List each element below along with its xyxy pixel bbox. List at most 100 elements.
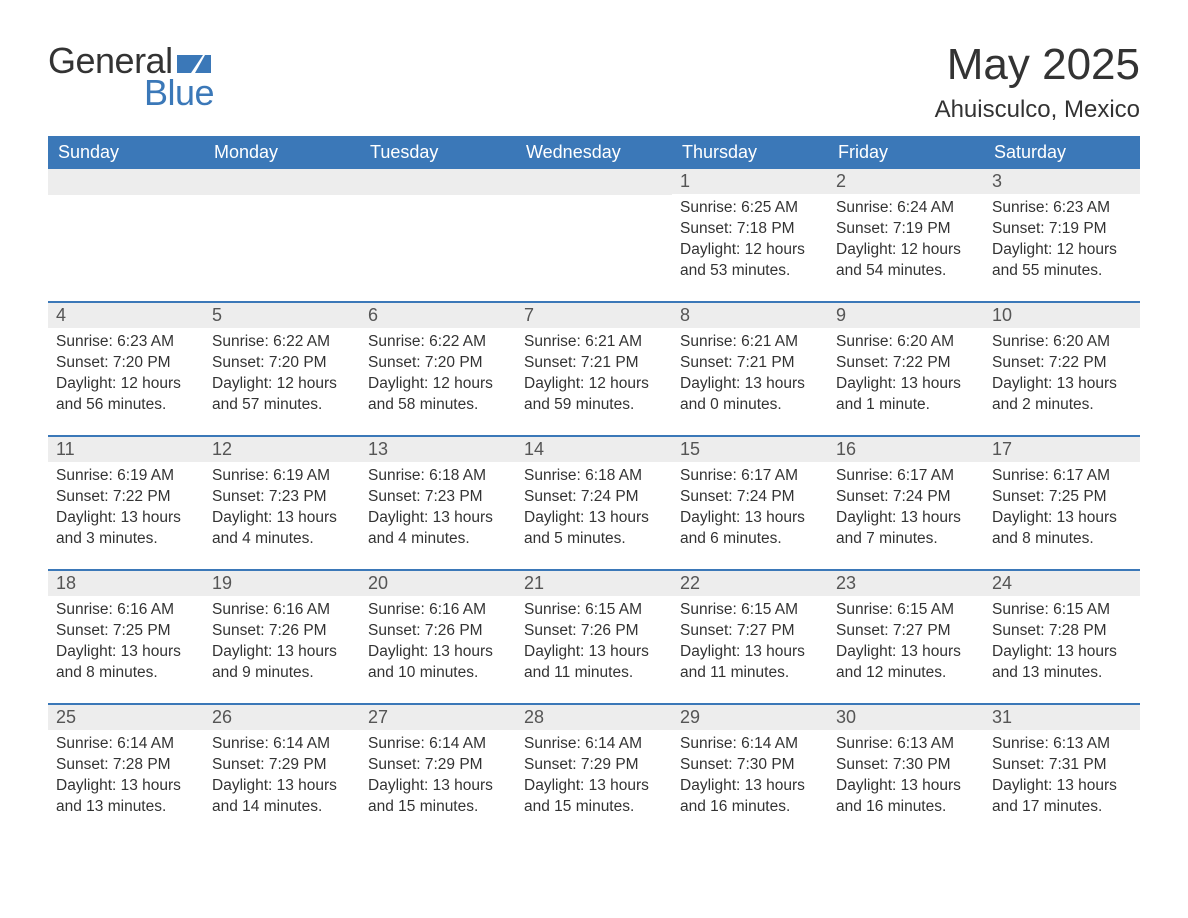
sunset-text: Sunset: 7:27 PM: [680, 621, 820, 642]
day-number: 31: [984, 705, 1140, 730]
sunset-text: Sunset: 7:23 PM: [368, 487, 508, 508]
daylight-text: Daylight: 13 hours and 14 minutes.: [212, 776, 352, 818]
sunrise-text: Sunrise: 6:14 AM: [680, 734, 820, 755]
day-cell: 25Sunrise: 6:14 AMSunset: 7:28 PMDayligh…: [48, 705, 204, 823]
daylight-text: Daylight: 12 hours and 57 minutes.: [212, 374, 352, 416]
day-body: Sunrise: 6:14 AMSunset: 7:30 PMDaylight:…: [672, 730, 828, 818]
day-body: Sunrise: 6:22 AMSunset: 7:20 PMDaylight:…: [204, 328, 360, 416]
day-number: 7: [516, 303, 672, 328]
day-number: 19: [204, 571, 360, 596]
day-cell: 2Sunrise: 6:24 AMSunset: 7:19 PMDaylight…: [828, 169, 984, 287]
day-number: 9: [828, 303, 984, 328]
weekday-cell: Thursday: [672, 136, 828, 169]
sunrise-text: Sunrise: 6:21 AM: [680, 332, 820, 353]
day-body: Sunrise: 6:15 AMSunset: 7:28 PMDaylight:…: [984, 596, 1140, 684]
sunset-text: Sunset: 7:28 PM: [992, 621, 1132, 642]
daylight-text: Daylight: 13 hours and 4 minutes.: [212, 508, 352, 550]
day-cell: 10Sunrise: 6:20 AMSunset: 7:22 PMDayligh…: [984, 303, 1140, 421]
day-number: 28: [516, 705, 672, 730]
sunrise-text: Sunrise: 6:23 AM: [992, 198, 1132, 219]
sunrise-text: Sunrise: 6:20 AM: [992, 332, 1132, 353]
sunset-text: Sunset: 7:30 PM: [836, 755, 976, 776]
day-body: Sunrise: 6:15 AMSunset: 7:27 PMDaylight:…: [672, 596, 828, 684]
day-cell: 26Sunrise: 6:14 AMSunset: 7:29 PMDayligh…: [204, 705, 360, 823]
daylight-text: Daylight: 13 hours and 7 minutes.: [836, 508, 976, 550]
sunset-text: Sunset: 7:27 PM: [836, 621, 976, 642]
day-number: 17: [984, 437, 1140, 462]
day-cell: 15Sunrise: 6:17 AMSunset: 7:24 PMDayligh…: [672, 437, 828, 555]
sunset-text: Sunset: 7:22 PM: [56, 487, 196, 508]
daylight-text: Daylight: 13 hours and 16 minutes.: [680, 776, 820, 818]
day-number: 15: [672, 437, 828, 462]
day-cell: 9Sunrise: 6:20 AMSunset: 7:22 PMDaylight…: [828, 303, 984, 421]
daylight-text: Daylight: 13 hours and 3 minutes.: [56, 508, 196, 550]
weekday-header-row: SundayMondayTuesdayWednesdayThursdayFrid…: [48, 136, 1140, 169]
daylight-text: Daylight: 13 hours and 0 minutes.: [680, 374, 820, 416]
day-number: 3: [984, 169, 1140, 194]
daylight-text: Daylight: 12 hours and 54 minutes.: [836, 240, 976, 282]
day-number: 30: [828, 705, 984, 730]
weekday-cell: Saturday: [984, 136, 1140, 169]
sunset-text: Sunset: 7:30 PM: [680, 755, 820, 776]
sunrise-text: Sunrise: 6:18 AM: [524, 466, 664, 487]
sunrise-text: Sunrise: 6:14 AM: [368, 734, 508, 755]
day-cell: [516, 169, 672, 287]
day-cell: 7 Sunrise: 6:21 AMSunset: 7:21 PMDaylight…: [516, 303, 672, 421]
daylight-text: Daylight: 12 hours and 59 minutes.: [524, 374, 664, 416]
day-cell: 22Sunrise: 6:15 AMSunset: 7:27 PMDayligh…: [672, 571, 828, 689]
sunset-text: Sunset: 7:29 PM: [524, 755, 664, 776]
day-body: Sunrise: 6:25 AMSunset: 7:18 PMDaylight:…: [672, 194, 828, 282]
sunset-text: Sunset: 7:19 PM: [992, 219, 1132, 240]
sunset-text: Sunset: 7:24 PM: [836, 487, 976, 508]
day-body: Sunrise: 6:23 AMSunset: 7:19 PMDaylight:…: [984, 194, 1140, 282]
daylight-text: Daylight: 13 hours and 11 minutes.: [524, 642, 664, 684]
day-body: Sunrise: 6:19 AMSunset: 7:22 PMDaylight:…: [48, 462, 204, 550]
day-number: 21: [516, 571, 672, 596]
sunset-text: Sunset: 7:23 PM: [212, 487, 352, 508]
day-cell: 8Sunrise: 6:21 AMSunset: 7:21 PMDaylight…: [672, 303, 828, 421]
sunrise-text: Sunrise: 6:25 AM: [680, 198, 820, 219]
sunset-text: Sunset: 7:20 PM: [368, 353, 508, 374]
day-number: 10: [984, 303, 1140, 328]
calendar: SundayMondayTuesdayWednesdayThursdayFrid…: [48, 136, 1140, 823]
month-title: May 2025: [935, 40, 1140, 90]
day-cell: 27Sunrise: 6:14 AMSunset: 7:29 PMDayligh…: [360, 705, 516, 823]
day-cell: 16Sunrise: 6:17 AMSunset: 7:24 PMDayligh…: [828, 437, 984, 555]
sunrise-text: Sunrise: 6:17 AM: [680, 466, 820, 487]
daylight-text: Daylight: 13 hours and 15 minutes.: [368, 776, 508, 818]
sunrise-text: Sunrise: 6:16 AM: [56, 600, 196, 621]
week-row: 4Sunrise: 6:23 AMSunset: 7:20 PMDaylight…: [48, 301, 1140, 421]
sunset-text: Sunset: 7:21 PM: [524, 353, 664, 374]
day-number: [360, 169, 516, 195]
day-number: 26: [204, 705, 360, 730]
daylight-text: Daylight: 13 hours and 17 minutes.: [992, 776, 1132, 818]
header: General Blue May 2025 Ahuisculco, Mexico: [48, 40, 1140, 124]
day-cell: 14Sunrise: 6:18 AMSunset: 7:24 PMDayligh…: [516, 437, 672, 555]
day-cell: 28Sunrise: 6:14 AMSunset: 7:29 PMDayligh…: [516, 705, 672, 823]
sunrise-text: Sunrise: 6:18 AM: [368, 466, 508, 487]
day-cell: 13Sunrise: 6:18 AMSunset: 7:23 PMDayligh…: [360, 437, 516, 555]
sunset-text: Sunset: 7:22 PM: [836, 353, 976, 374]
day-body: Sunrise: 6:22 AMSunset: 7:20 PMDaylight:…: [360, 328, 516, 416]
day-number: [204, 169, 360, 195]
sunrise-text: Sunrise: 6:16 AM: [212, 600, 352, 621]
day-cell: 30Sunrise: 6:13 AMSunset: 7:30 PMDayligh…: [828, 705, 984, 823]
daylight-text: Daylight: 13 hours and 5 minutes.: [524, 508, 664, 550]
day-body: Sunrise: 6:14 AMSunset: 7:29 PMDaylight:…: [516, 730, 672, 818]
sunrise-text: Sunrise: 6:22 AM: [212, 332, 352, 353]
day-body: Sunrise: 6:19 AMSunset: 7:23 PMDaylight:…: [204, 462, 360, 550]
day-number: 16: [828, 437, 984, 462]
day-cell: 5Sunrise: 6:22 AMSunset: 7:20 PMDaylight…: [204, 303, 360, 421]
day-body: Sunrise: 6:15 AMSunset: 7:27 PMDaylight:…: [828, 596, 984, 684]
daylight-text: Daylight: 13 hours and 10 minutes.: [368, 642, 508, 684]
day-body: Sunrise: 6:13 AMSunset: 7:30 PMDaylight:…: [828, 730, 984, 818]
day-cell: [48, 169, 204, 287]
day-cell: 4Sunrise: 6:23 AMSunset: 7:20 PMDaylight…: [48, 303, 204, 421]
sunset-text: Sunset: 7:20 PM: [56, 353, 196, 374]
day-cell: 20Sunrise: 6:16 AMSunset: 7:26 PMDayligh…: [360, 571, 516, 689]
day-body: Sunrise: 6:15 AMSunset: 7:26 PMDaylight:…: [516, 596, 672, 684]
sunrise-text: Sunrise: 6:22 AM: [368, 332, 508, 353]
sunrise-text: Sunrise: 6:21 AM: [524, 332, 664, 353]
daylight-text: Daylight: 13 hours and 13 minutes.: [992, 642, 1132, 684]
sunrise-text: Sunrise: 6:16 AM: [368, 600, 508, 621]
